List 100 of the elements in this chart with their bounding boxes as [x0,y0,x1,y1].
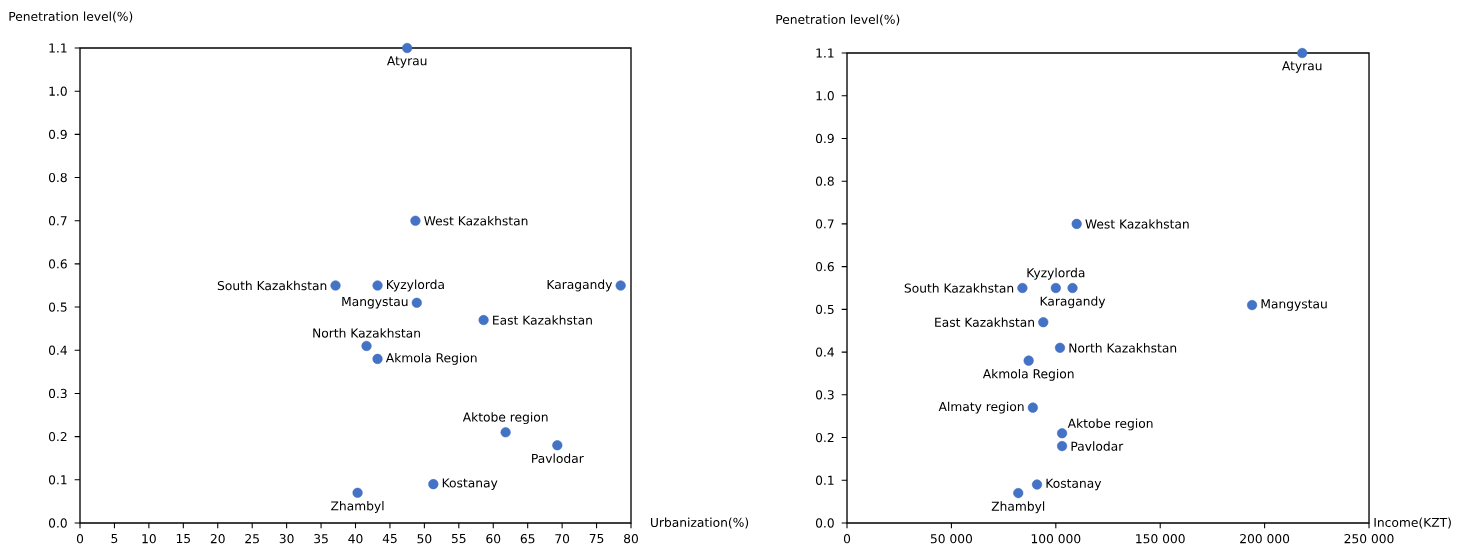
annotation: Kyzylorda [1027,267,1085,280]
point [411,297,422,308]
annotation: Mangystau [342,297,408,309]
annotation: Pavlodar [532,453,584,464]
annotation: Aktobe region [1067,418,1153,431]
x-tick-label: 100 000 [1031,534,1081,544]
point [1067,282,1078,294]
y-tick-label: 0.1 [48,475,67,485]
y-tick-label: 0.1 [815,475,834,485]
point [428,479,439,490]
annotation: Karagandy [1040,296,1106,309]
x-tick-label: 200 000 [1240,534,1290,544]
point [410,215,421,226]
x-tick-label: 0 [76,534,84,544]
annotation: Kostanay [442,478,498,490]
y-tick-label: 0.2 [815,432,834,443]
annotation: Mangystau [1261,299,1327,311]
point [361,340,372,352]
point [1031,479,1043,490]
annotation: West Kazakhstan [424,215,528,226]
point [1057,428,1068,439]
point [1071,218,1082,229]
x-tick-label: 75 [589,534,604,544]
x-tick-label: 5 [111,534,118,544]
y-tick-label: 1.0 [816,91,834,101]
y-tick-label: 0.0 [815,518,834,528]
annotation: Zhambyl [331,501,384,513]
point [1054,342,1066,353]
y-tick-label: 0.7 [815,219,834,229]
annotation: East Kazakhstan [935,317,1034,327]
point [552,440,563,451]
y-tick-label: 0.5 [815,304,834,314]
point [1023,355,1034,366]
x-tick-label: 40 [348,534,363,544]
y-tick-label: 0.5 [48,302,67,312]
y-tick-label: 0.6 [815,261,834,272]
x-axis-title: Income(KZT) [1374,517,1451,529]
point [372,353,383,364]
annotation: Atyrau [386,56,427,68]
point [372,280,383,291]
annotation: Karagandy [547,279,613,292]
x-tick-label: 70 [555,534,570,544]
annotation: Atyrau [1282,61,1322,73]
y-tick-label: 0.6 [48,259,67,269]
x-tick-label: 10 [142,534,156,544]
point [1038,317,1049,328]
y-tick-label: 1.1 [816,48,834,58]
y-tick-label: 0.8 [48,172,67,183]
annotation: Pavlodar [1071,441,1124,451]
point [1027,402,1038,413]
point [615,280,626,291]
point [1057,441,1068,452]
x-tick-label: 50 000 [930,534,973,544]
x-axis-title: Urbanization(%) [651,517,749,529]
x-tick-label: 55 [451,534,466,544]
y-tick-label: 1.0 [49,86,67,96]
x-tick-label: 65 [520,534,535,544]
y-tick-label: 0.8 [815,176,834,186]
x-tick-label: 50 [417,534,432,544]
y-tick-label: 0.0 [48,518,67,528]
annotation: South Kazakhstan [217,280,327,291]
y-tick-label: 0.4 [48,345,67,355]
point [1247,300,1258,311]
annotation: Akmola Region [385,352,477,365]
point [1017,282,1028,294]
x-tick-label: 35 [314,534,328,544]
point [1013,488,1024,499]
annotation: South Kazakhstan [904,283,1014,293]
y-tick-label: 0.2 [48,431,67,442]
annotation: Aktobe region [462,412,548,425]
annotation: North Kazakhstan [1069,343,1177,353]
point [402,42,413,54]
y-tick-label: 0.4 [815,347,834,357]
y-tick-label: 0.9 [48,129,67,139]
y-axis-title: Penetration level(%) [9,11,133,23]
x-tick-label: 60 [486,534,501,544]
annotation: East Kazakhstan [493,315,592,325]
point [478,314,489,326]
x-tick-label: 25 [245,534,259,544]
annotation: West Kazakhstan [1085,219,1189,229]
annotation: North Kazakhstan [313,328,420,338]
annotation: Kyzylorda [387,279,444,292]
y-tick-label: 0.3 [815,390,834,400]
point [352,487,363,498]
x-tick-label: 45 [382,534,397,544]
annotation: Kostanay [1046,478,1102,491]
y-axis-title: Penetration level(%) [776,14,900,26]
y-tick-label: 0.3 [48,388,67,399]
x-tick-label: 0 [843,534,851,544]
point [1050,282,1061,294]
x-tick-label: 15 [176,534,191,544]
x-tick-label: 80 [624,534,638,544]
annotation: Akmola Region [982,368,1074,381]
annotation: Almaty region [938,401,1024,414]
point [330,280,341,291]
y-tick-label: 0.7 [48,216,67,226]
x-tick-label: 150 000 [1136,534,1185,544]
x-tick-label: 30 [279,534,294,544]
x-tick-label: 20 [210,534,225,544]
y-tick-label: 0.9 [815,133,834,144]
